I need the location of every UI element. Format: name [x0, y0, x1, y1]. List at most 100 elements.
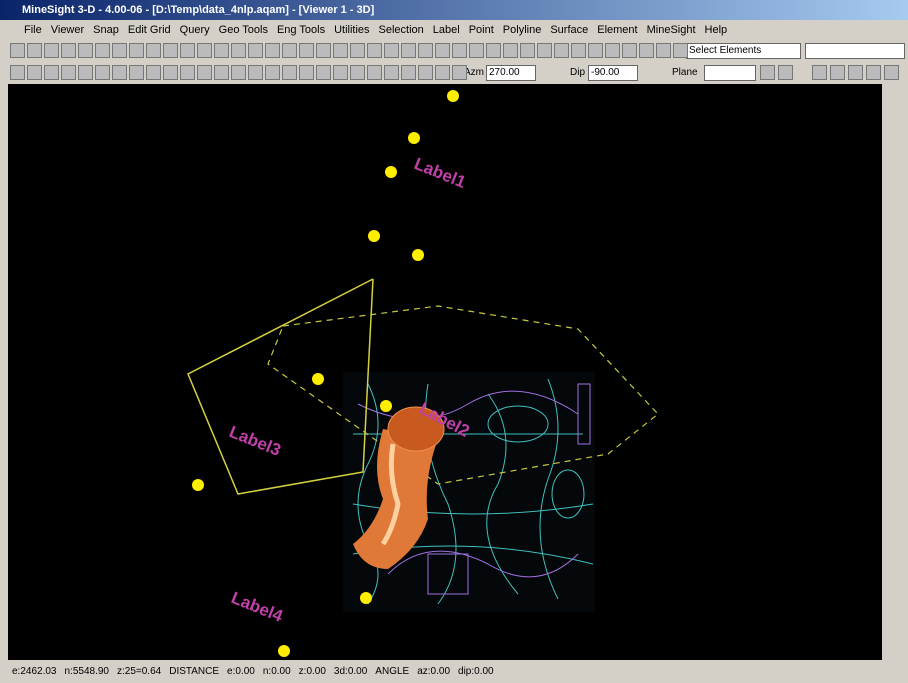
toolbar-button[interactable] [605, 43, 620, 58]
toolbar-button[interactable] [231, 65, 246, 80]
menu-item[interactable]: Point [468, 24, 494, 36]
toolbar-button[interactable] [231, 43, 246, 58]
toolbar-button[interactable] [520, 43, 535, 58]
toolbar-button[interactable] [282, 43, 297, 58]
toolbar-button[interactable] [163, 43, 178, 58]
menu-item[interactable]: Eng Tools [276, 24, 326, 36]
toolbar-button[interactable] [146, 65, 161, 80]
toolbar-button[interactable] [316, 43, 331, 58]
toolbar-button[interactable] [61, 43, 76, 58]
toolbar-button[interactable] [78, 43, 93, 58]
toolbar-button[interactable] [486, 43, 501, 58]
toolbar-button[interactable] [214, 43, 229, 58]
toolbar-button[interactable] [503, 43, 518, 58]
toolbar-button[interactable] [129, 43, 144, 58]
toolbar-button[interactable] [384, 43, 399, 58]
toolbar-button[interactable] [418, 43, 433, 58]
toolbar-button[interactable] [452, 43, 467, 58]
toolbar-button[interactable] [44, 43, 59, 58]
toolbar-button[interactable] [537, 43, 552, 58]
menu-item[interactable]: Geo Tools [218, 24, 268, 36]
toolbar-button[interactable] [452, 65, 467, 80]
toolbar-button[interactable] [812, 65, 827, 80]
toolbar-button[interactable] [299, 65, 314, 80]
toolbar-button[interactable] [778, 65, 793, 80]
toolbar-button[interactable] [10, 43, 25, 58]
toolbar-button[interactable] [367, 43, 382, 58]
toolbar-button[interactable] [435, 65, 450, 80]
toolbar-button[interactable] [112, 65, 127, 80]
toolbar-button[interactable] [163, 65, 178, 80]
toolbar-button[interactable] [435, 43, 450, 58]
toolbar-button[interactable] [146, 43, 161, 58]
toolbar-button[interactable] [214, 65, 229, 80]
menu-item[interactable]: Utilities [334, 24, 370, 36]
menu-item[interactable]: MineSight [646, 24, 696, 36]
toolbar-button[interactable] [27, 43, 42, 58]
status-field: e:2462.03 [12, 666, 57, 677]
toolbar-button[interactable] [673, 43, 688, 58]
toolbar-button[interactable] [588, 43, 603, 58]
toolbar-button[interactable] [248, 43, 263, 58]
toolbar-button[interactable] [44, 65, 59, 80]
toolbar-button[interactable] [469, 43, 484, 58]
toolbar-button[interactable] [333, 65, 348, 80]
toolbar-button[interactable] [95, 43, 110, 58]
toolbar-button[interactable] [180, 43, 195, 58]
toolbar-button[interactable] [316, 65, 331, 80]
toolbar-button[interactable] [95, 65, 110, 80]
toolbar-button[interactable] [848, 65, 863, 80]
toolbar-button[interactable] [656, 43, 671, 58]
menu-item[interactable]: Label [432, 24, 460, 36]
toolbar-button[interactable] [760, 65, 775, 80]
status-field: 3d:0.00 [333, 666, 368, 677]
toolbar-button[interactable] [112, 43, 127, 58]
toolbar-button[interactable] [129, 65, 144, 80]
toolbar-button[interactable] [180, 65, 195, 80]
status-field: n:5548.90 [64, 666, 110, 677]
azimuth-field[interactable]: 270.00 [486, 65, 536, 81]
menu-item[interactable]: Surface [550, 24, 589, 36]
toolbar-button[interactable] [830, 65, 845, 80]
toolbar-button[interactable] [639, 43, 654, 58]
toolbar-button[interactable] [78, 65, 93, 80]
toolbar-button[interactable] [401, 65, 416, 80]
menu-item[interactable]: Polyline [502, 24, 542, 36]
toolbar-button[interactable] [384, 65, 399, 80]
selection-mode[interactable]: Select Elements [686, 43, 801, 59]
toolbar-button[interactable] [350, 65, 365, 80]
menu-item[interactable]: Snap [93, 24, 119, 36]
toolbar-button[interactable] [282, 65, 297, 80]
toolbar-button[interactable] [27, 65, 42, 80]
toolbar-button[interactable] [418, 65, 433, 80]
toolbar-button[interactable] [333, 43, 348, 58]
toolbar-button[interactable] [866, 65, 881, 80]
plane-field[interactable] [704, 65, 756, 81]
menu-item[interactable]: File [24, 24, 42, 36]
toolbar-button[interactable] [248, 65, 263, 80]
menu-item[interactable]: Selection [378, 24, 424, 36]
dip-field[interactable]: -90.00 [588, 65, 638, 81]
toolbar-button[interactable] [554, 43, 569, 58]
toolbar-button[interactable] [197, 43, 212, 58]
toolbar-button[interactable] [299, 43, 314, 58]
toolbar-button[interactable] [265, 43, 280, 58]
toolbar-button[interactable] [571, 43, 586, 58]
toolbar-button[interactable] [401, 43, 416, 58]
menu-item[interactable]: Edit Grid [127, 24, 171, 36]
menu-item[interactable]: Element [597, 24, 638, 36]
status-field: z:25=0.64 [117, 666, 162, 677]
toolbar-button[interactable] [197, 65, 212, 80]
toolbar-button[interactable] [350, 43, 365, 58]
menu-item[interactable]: Viewer [50, 24, 85, 36]
toolbar-button[interactable] [10, 65, 25, 80]
status-bar: e:2462.03 n:5548.90 z:25=0.64 DISTANCE e:0.0… [0, 661, 908, 683]
toolbar-button[interactable] [61, 65, 76, 80]
toolbar-button[interactable] [622, 43, 637, 58]
toolbar-button[interactable] [367, 65, 382, 80]
toolbar-button[interactable] [884, 65, 899, 80]
menu-item[interactable]: Query [179, 24, 210, 36]
command-box[interactable] [805, 43, 905, 59]
toolbar-button[interactable] [265, 65, 280, 80]
menu-item[interactable]: Help [704, 24, 728, 36]
